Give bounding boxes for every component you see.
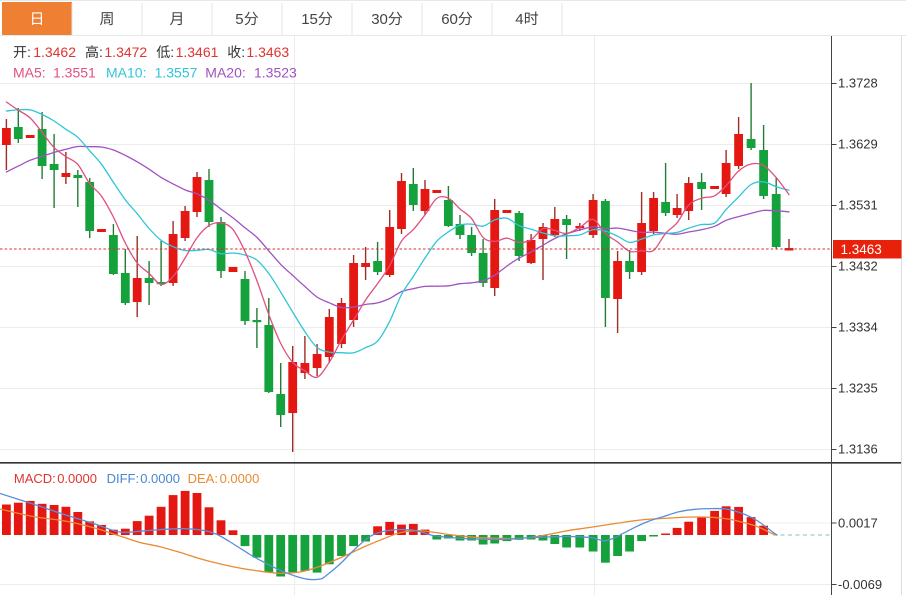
svg-text:0.0000: 0.0000 <box>140 471 180 486</box>
svg-text:MACD:: MACD: <box>14 471 56 486</box>
svg-text:15: 15 <box>301 11 318 28</box>
svg-text:0.0017: 0.0017 <box>838 516 878 531</box>
svg-text::: : <box>170 44 174 60</box>
svg-text:MA20:: MA20: <box>205 65 245 81</box>
svg-text:0.0000: 0.0000 <box>220 471 260 486</box>
svg-text:1.3461: 1.3461 <box>176 44 219 60</box>
svg-text:1.3463: 1.3463 <box>246 44 289 60</box>
svg-text:DIFF:: DIFF: <box>107 471 140 486</box>
svg-text:1.3462: 1.3462 <box>33 44 76 60</box>
svg-text::: : <box>27 44 31 60</box>
svg-text:1.3472: 1.3472 <box>104 44 147 60</box>
svg-text:1.3136: 1.3136 <box>838 442 878 457</box>
svg-text:1.3551: 1.3551 <box>53 65 96 81</box>
svg-text:1.3463: 1.3463 <box>841 242 882 257</box>
svg-text:1.3629: 1.3629 <box>838 137 878 152</box>
svg-text:1.3557: 1.3557 <box>155 65 198 81</box>
svg-text:1.3531: 1.3531 <box>838 198 878 213</box>
svg-text:DEA:: DEA: <box>188 471 218 486</box>
svg-text::: : <box>99 44 103 60</box>
svg-text:-0.0069: -0.0069 <box>838 577 882 592</box>
svg-text:60: 60 <box>441 11 458 28</box>
svg-text:MA5:: MA5: <box>13 65 46 81</box>
svg-text:5: 5 <box>235 11 243 28</box>
svg-text:1.3334: 1.3334 <box>838 320 878 335</box>
svg-text:30: 30 <box>371 11 388 28</box>
svg-text:1.3523: 1.3523 <box>254 65 297 81</box>
svg-text:1.3728: 1.3728 <box>838 76 878 91</box>
svg-text:1.3432: 1.3432 <box>838 259 878 274</box>
svg-text::: : <box>241 44 245 60</box>
svg-text:0.0000: 0.0000 <box>57 471 97 486</box>
svg-text:MA10:: MA10: <box>106 65 146 81</box>
svg-text:1.3235: 1.3235 <box>838 381 878 396</box>
svg-text:4: 4 <box>515 11 523 28</box>
